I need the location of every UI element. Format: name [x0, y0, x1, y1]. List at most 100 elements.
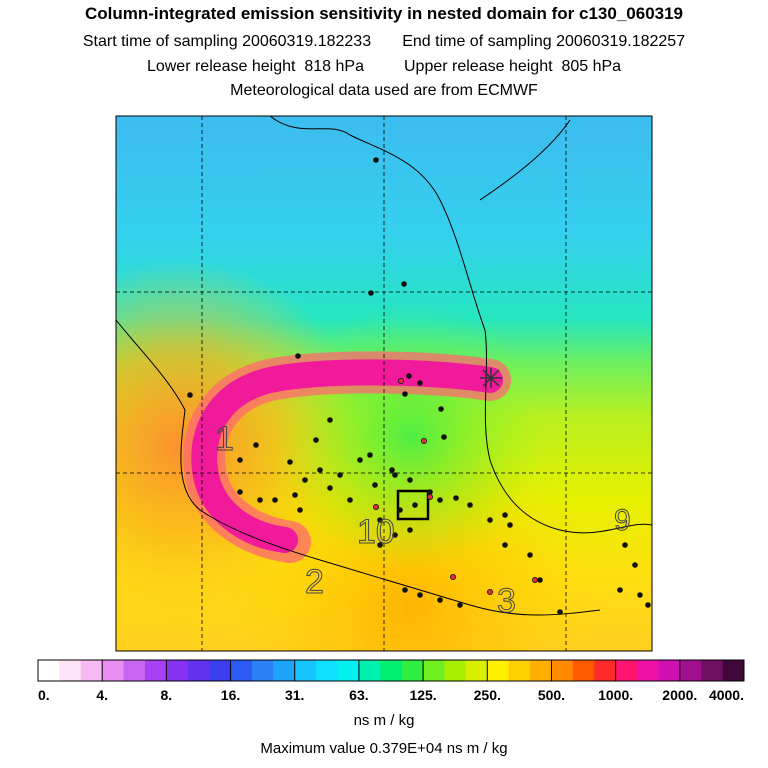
trajectory-dot: [377, 542, 383, 548]
end-value: 20060319.182257: [556, 33, 686, 50]
trajectory-dot: [437, 497, 443, 503]
trajectory-dot: [487, 517, 493, 523]
trajectory-dot: [502, 542, 508, 548]
trajectory-dot: [645, 602, 651, 608]
met-data-line: Meteorological data used are from ECMWF: [230, 82, 538, 99]
colorbar-ticks: 0. 4. 8. 16. 31. 63. 125. 250. 500. 1000. 2000. 400…: [37, 660, 745, 703]
colorbar-cell: [380, 660, 403, 681]
trajectory-dot: [253, 442, 259, 448]
colorbar-tick-label: 1000.: [598, 687, 633, 703]
graticule: [116, 116, 652, 651]
upper-label: Upper release height: [404, 58, 553, 75]
page-title: Column-integrated emission sensitivity i…: [84, 4, 684, 23]
colorbar-cell: [209, 660, 232, 681]
colorbar-cell: [615, 660, 638, 681]
colorbar-tick-label: 31.: [285, 687, 304, 703]
colorbar-cell: [722, 660, 745, 681]
trajectory-dot: [457, 602, 463, 608]
colorbar-cell: [401, 660, 424, 681]
upper-value: 805 hPa: [561, 58, 622, 75]
trajectory-dot: [237, 457, 243, 463]
trajectory-dot: [441, 434, 447, 440]
colorbar-cell: [102, 660, 125, 681]
trajectory-dot: [373, 157, 379, 163]
trajectory-dot: [368, 290, 374, 296]
trajectory-dot: [427, 489, 433, 495]
trajectory-dot: [302, 477, 308, 483]
trajectory-dot: [407, 477, 413, 483]
trajectory-dot-highlight: [397, 377, 404, 384]
trajectory-dot: [187, 392, 193, 398]
colorbar-cell: [273, 660, 296, 681]
colorbar-tick-label: 8.: [161, 687, 173, 703]
colorbar-cell: [572, 660, 595, 681]
colorbar-cell: [637, 660, 659, 681]
trajectory-dot-highlight: [372, 503, 379, 510]
lower-value: 818 hPa: [304, 58, 364, 75]
colorbar-cell: [594, 660, 617, 681]
trajectory-dot: [389, 467, 395, 473]
trajectory-dot: [437, 597, 443, 603]
trajectory-dot: [537, 577, 543, 583]
trajectory-dot: [337, 472, 343, 478]
release-heights: Lower release height 818 hPa Upper relea…: [0, 58, 768, 76]
trajectory-label: 3: [497, 582, 516, 620]
trajectory-dot: [467, 502, 473, 508]
trajectory-dot: [397, 507, 403, 513]
trajectory-label: 10: [357, 513, 395, 551]
colorbar-tick-label: 125.: [409, 687, 436, 703]
colorbar-cell: [251, 660, 274, 681]
colorbar-tick-label: 0.: [38, 687, 50, 703]
trajectory-dot: [297, 507, 303, 513]
trajectory-dot-highlight: [449, 574, 456, 581]
colorbar-cell: [187, 660, 210, 681]
trajectory-dot: [407, 527, 413, 533]
trajectory-label: 1: [215, 420, 234, 458]
colorbar-cell: [358, 660, 381, 681]
trajectory-dot: [295, 353, 301, 359]
colorbar-cell: [123, 660, 146, 681]
colorbar-cell: [701, 660, 724, 681]
trajectory-dot: [327, 485, 333, 491]
trajectory-dot: [502, 512, 508, 518]
trajectory-dot: [327, 417, 333, 423]
trajectory-labels: 1 2 3 9 10: [215, 420, 632, 621]
trajectory-dot-highlight: [532, 577, 539, 584]
trajectory-dot: [392, 532, 398, 538]
trajectory-dot: [557, 609, 563, 615]
colorbar-tick-label: 63.: [349, 687, 368, 703]
trajectory-label: 9: [614, 504, 631, 537]
colorbar-cell: [679, 660, 702, 681]
trajectory-dot: [402, 391, 408, 397]
trajectory-dot: [367, 452, 373, 458]
trajectory-dot: [632, 562, 638, 568]
colorbar-tick-label: 16.: [221, 687, 240, 703]
map-frame: [115, 115, 653, 652]
trajectory-dot: [453, 495, 459, 501]
colorbar-cell: [294, 660, 317, 681]
trajectory-dot-highlight: [420, 437, 427, 444]
colorbar-cell: [551, 660, 574, 681]
end-label: End time of sampling: [402, 33, 552, 50]
release-point-star: [480, 368, 502, 388]
lower-label: Lower release height: [146, 58, 296, 75]
trajectory-dot: [392, 472, 398, 478]
colorbar-tick-label: 2000.: [662, 687, 697, 703]
trajectory-dot: [347, 497, 353, 503]
colorbar-cell: [508, 660, 531, 681]
trajectory-dot: [292, 492, 298, 498]
trajectory-dot: [272, 497, 278, 503]
trajectory-dot: [237, 489, 243, 495]
trajectory-label: 2: [305, 563, 324, 601]
sampling-times: Start time of sampling 20060319.182233 E…: [0, 33, 768, 51]
trajectory-dot: [357, 457, 363, 463]
trajectory-dot: [417, 380, 423, 386]
trajectory-dot: [372, 482, 378, 488]
trajectory-dot-highlight: [426, 493, 433, 500]
colorbar-cell: [166, 660, 189, 681]
colorbar-cell: [230, 660, 253, 681]
max-number: 0.379E+04 ns m / kg: [369, 740, 508, 757]
colorbar-cell: [487, 660, 510, 681]
trajectory-dot: [417, 592, 423, 598]
